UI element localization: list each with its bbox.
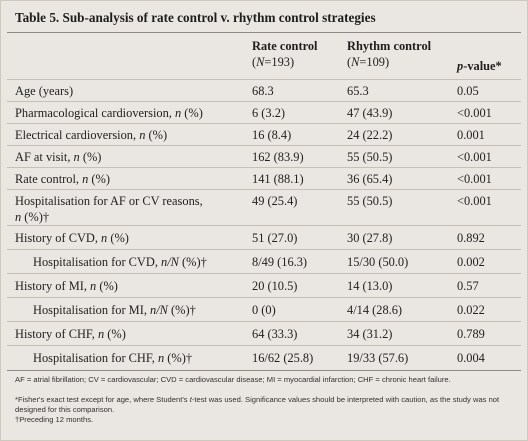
row-label: Hospitalisation for CHF, n (%)† <box>33 351 193 365</box>
row-label: History of CHF, n (%) <box>15 327 126 341</box>
table-row: Hospitalisation for CVD, n/N (%)† 8/49 (… <box>7 249 521 273</box>
table-row: Hospitalisation for AF or CV reasons, n (… <box>7 189 521 225</box>
rhythm-value: 4/14 (28.6) <box>347 303 403 317</box>
p-value: 0.002 <box>457 255 485 269</box>
table-row: History of CVD, n (%) 51 (27.0) 30 (27.8… <box>7 225 521 249</box>
p-value: 0.892 <box>457 231 485 245</box>
rhythm-n-label: (N=109) <box>347 55 390 69</box>
rhythm-value: 19/33 (57.6) <box>347 351 409 365</box>
row-label: Electrical cardioversion, n (%) <box>15 128 168 142</box>
table-title: Table 5. Sub-analysis of rate control v.… <box>15 10 376 25</box>
rate-value: 51 (27.0) <box>252 231 298 245</box>
rate-control-header: Rate control (N=193) <box>252 39 318 69</box>
p-value: 0.004 <box>457 351 485 365</box>
p-value: 0.001 <box>457 128 485 142</box>
rate-value: 141 (88.1) <box>252 172 304 186</box>
footnote-dagger: †Preceding 12 months. <box>15 415 94 424</box>
p-value: <0.001 <box>457 106 492 120</box>
table-row: Hospitalisation for CHF, n (%)† 16/62 (2… <box>7 345 521 370</box>
rhythm-value: 65.3 <box>347 84 369 98</box>
table-row: History of MI, n (%) 20 (10.5) 14 (13.0)… <box>7 273 521 297</box>
rate-value: 162 (83.9) <box>252 150 304 164</box>
rhythm-value: 14 (13.0) <box>347 279 393 293</box>
p-value: 0.789 <box>457 327 485 341</box>
row-label: History of CVD, n (%) <box>15 231 129 245</box>
rhythm-control-header: Rhythm control (N=109) <box>347 39 432 69</box>
p-value: 0.022 <box>457 303 485 317</box>
table-row: Pharmacological cardioversion, n (%) 6 (… <box>7 101 521 123</box>
p-value: <0.001 <box>457 150 492 164</box>
table-row: Rate control, n (%) 141 (88.1) 36 (65.4)… <box>7 167 521 189</box>
table-bottom-rule <box>7 370 521 371</box>
rhythm-value: 55 (50.5) <box>347 194 393 208</box>
rhythm-value: 34 (31.2) <box>347 327 393 341</box>
table-row: Electrical cardioversion, n (%) 16 (8.4)… <box>7 123 521 145</box>
p-value: <0.001 <box>457 172 492 186</box>
rate-value: 8/49 (16.3) <box>252 255 308 269</box>
rhythm-value: 47 (43.9) <box>347 106 393 120</box>
rate-value: 49 (25.4) <box>252 194 298 208</box>
rhythm-value: 15/30 (50.0) <box>347 255 409 269</box>
rhythm-value: 36 (65.4) <box>347 172 393 186</box>
table-row: Age (years) 68.3 65.3 0.05 <box>7 79 521 101</box>
p-value: 0.05 <box>457 84 479 98</box>
rate-value: 68.3 <box>252 84 274 98</box>
rhythm-value: 30 (27.8) <box>347 231 393 245</box>
rate-value: 0 (0) <box>252 303 276 317</box>
row-label: History of MI, n (%) <box>15 279 118 293</box>
row-label: Hospitalisation for MI, n/N (%)† <box>33 303 196 317</box>
rate-value: 6 (3.2) <box>252 106 286 120</box>
table-row: Hospitalisation for MI, n/N (%)† 0 (0) 4… <box>7 297 521 321</box>
row-label: Pharmacological cardioversion, n (%) <box>15 106 203 120</box>
rate-value: 20 (10.5) <box>252 279 298 293</box>
pvalue-header: p-value* <box>457 59 502 73</box>
footnote-statistics: *Fisher's exact test except for age, whe… <box>15 395 500 414</box>
row-label: Age (years) <box>15 84 74 98</box>
rate-value: 16/62 (25.8) <box>252 351 314 365</box>
rhythm-value: 24 (22.2) <box>347 128 393 142</box>
footnote-abbreviations: AF = atrial fibrillation; CV = cardiovas… <box>15 375 451 384</box>
p-value: <0.001 <box>457 194 492 208</box>
p-value: 0.57 <box>457 279 479 293</box>
row-label: Hospitalisation for AF or CV reasons, n (… <box>15 194 203 224</box>
row-label: Hospitalisation for CVD, n/N (%)† <box>33 255 207 269</box>
table-row: AF at visit, n (%) 162 (83.9) 55 (50.5) … <box>7 145 521 167</box>
row-label: Rate control, n (%) <box>15 172 110 186</box>
title-divider <box>7 32 521 33</box>
rate-n-label: (N=193) <box>252 55 295 69</box>
row-label: AF at visit, n (%) <box>15 150 102 164</box>
rhythm-value: 55 (50.5) <box>347 150 393 164</box>
table-row: History of CHF, n (%) 64 (33.3) 34 (31.2… <box>7 321 521 345</box>
rate-value: 16 (8.4) <box>252 128 292 142</box>
rate-value: 64 (33.3) <box>252 327 298 341</box>
